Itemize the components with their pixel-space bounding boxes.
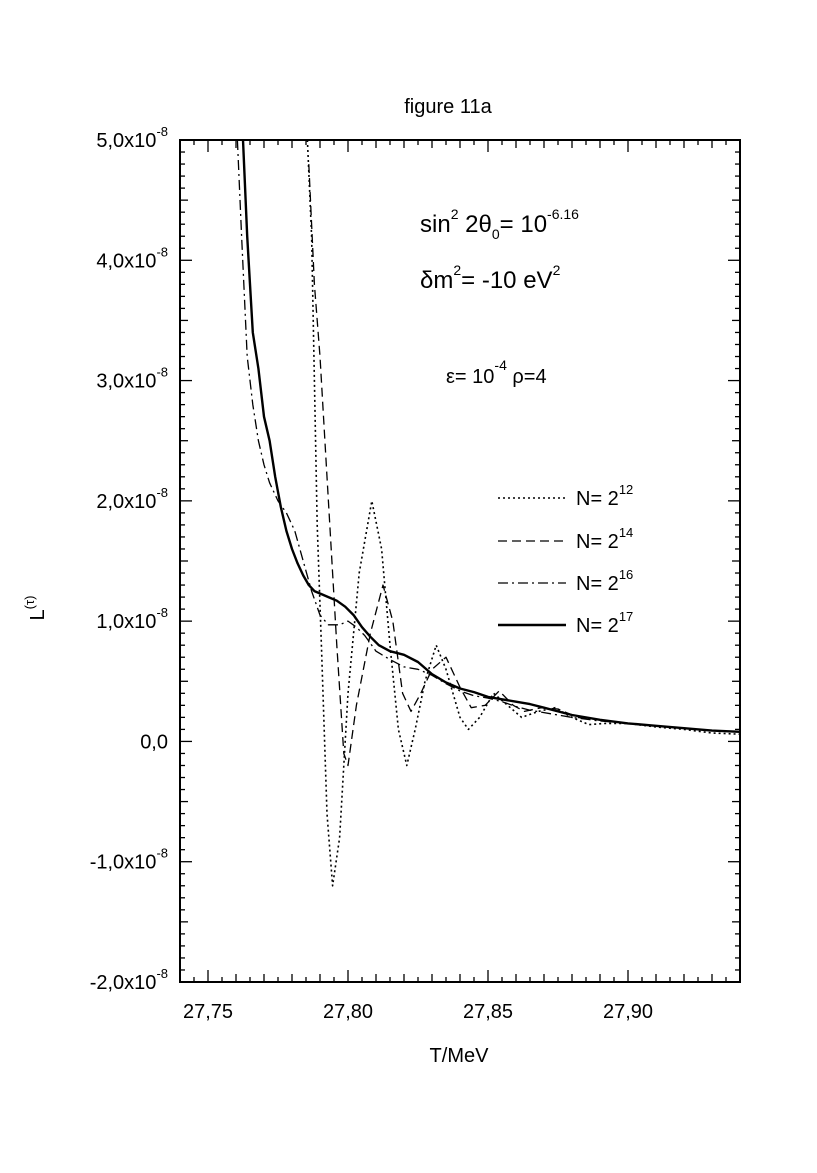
annotation-line-3: ε= 10-4 ρ=4 [446,357,547,388]
series-line-1 [306,140,740,887]
y-tick-label-exponent: -8 [156,966,168,981]
legend-label-2: N= 214 [576,525,633,553]
annotation-text: ε= 10 [446,366,494,388]
legend-label-exponent: 12 [619,482,633,497]
y-tick-label-exponent: -8 [156,124,168,139]
y-tick-label-exponent: -8 [156,365,168,380]
y-axis-label-base: L [27,609,49,620]
annotation-text: -6.16 [547,206,579,222]
y-tick-label-base: 5,0x10 [96,130,156,152]
y-axis-label-sup: (τ) [22,596,37,610]
legend-label-base: N= 2 [576,573,619,595]
annotation-text: = 10 [500,211,547,238]
annotation-text: δm [420,267,453,294]
y-tick-label-base: -2,0x10 [90,972,157,994]
series-lines [236,140,740,887]
annotation-line-2: δm2= -10 eV2 [420,262,561,294]
series-line-2 [308,164,740,767]
annotation-text: = -10 eV [461,267,552,294]
annotation-text: sin [420,211,451,238]
x-tick-label: 27,85 [463,1001,513,1023]
chart-title: figure 11a [404,96,492,118]
annotation-text: 2θ [458,211,491,238]
y-tick-label-exponent: -8 [156,244,168,259]
y-tick-label: -2,0x10-8 [90,966,168,994]
annotation-line-1: sin2 2θ0= 10-6.16 [420,206,579,242]
legend-label-base: N= 2 [576,531,619,553]
y-tick-label-base: 4,0x10 [96,250,156,272]
y-tick-label-base: 0,0 [140,731,168,753]
annotation-text: 2 [553,262,561,278]
annotation-text: 2 [453,262,461,278]
x-axis-label: T/MeV [430,1045,490,1067]
y-tick-label: 5,0x10-8 [96,124,168,152]
y-tick-label-exponent: -8 [156,485,168,500]
legend-label-3: N= 216 [576,567,633,595]
y-tick-label-base: 2,0x10 [96,491,156,513]
annotation-text: 2 [451,206,459,222]
y-tick-label-exponent: -8 [156,605,168,620]
y-tick-label: 0,0 [140,731,168,753]
series-line-4 [241,140,740,733]
y-tick-label: 2,0x10-8 [96,485,168,513]
x-tick-label: 27,90 [603,1001,653,1023]
annotation-text: -4 [494,357,507,373]
y-tick-label-base: 1,0x10 [96,611,156,633]
legend-label-4: N= 217 [576,609,633,637]
legend-label-exponent: 14 [619,525,633,540]
legend-label-exponent: 16 [619,567,633,582]
y-tick-label: 1,0x10-8 [96,605,168,633]
legend-label-base: N= 2 [576,488,619,510]
y-tick-label-base: -1,0x10 [90,852,157,874]
annotation-text: 0 [492,226,500,242]
y-tick-label-exponent: -8 [156,846,168,861]
y-axis-label-text: L(τ) [22,596,49,621]
y-tick-label: -1,0x10-8 [90,846,168,874]
x-tick-label: 27,75 [183,1001,233,1023]
annotation-text: ρ=4 [507,366,547,388]
legend-label-1: N= 212 [576,482,633,510]
series-line-3 [236,140,740,733]
x-tick-label: 27,80 [323,1001,373,1023]
y-axis-label: L(τ) [22,596,49,621]
legend-label-base: N= 2 [576,615,619,637]
axis-ticks: 5,0x10-84,0x10-83,0x10-82,0x10-81,0x10-8… [90,124,741,1023]
y-tick-label-base: 3,0x10 [96,371,156,393]
legend-label-exponent: 17 [619,609,633,624]
y-tick-label: 4,0x10-8 [96,244,168,272]
y-tick-label: 3,0x10-8 [96,365,168,393]
